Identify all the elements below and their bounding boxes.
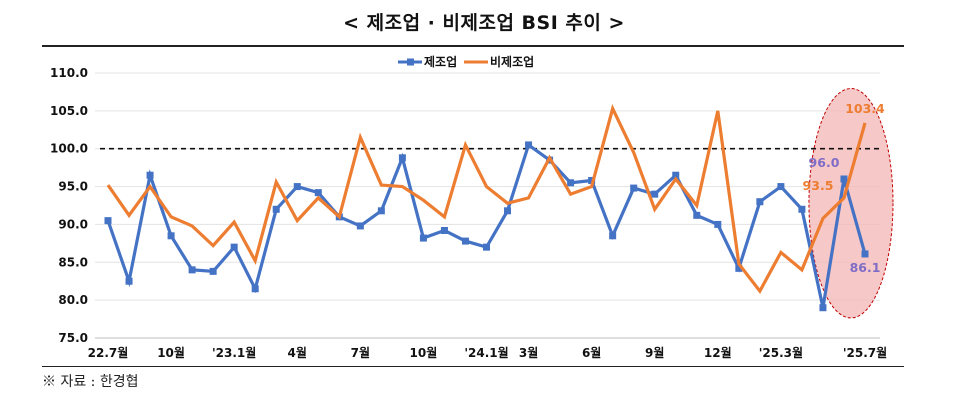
y-tick-label: 80.0 xyxy=(58,293,88,307)
legend-label: 제조업 xyxy=(424,55,457,69)
series-point xyxy=(630,184,638,192)
series-point xyxy=(230,243,238,251)
x-tick-label: '25.7월 xyxy=(843,345,887,360)
x-tick-label: 6월 xyxy=(582,345,601,360)
source-note: ※ 자료 : 한경협 xyxy=(42,374,139,390)
x-tick-label: 4월 xyxy=(288,345,307,360)
series-point xyxy=(377,207,385,215)
series-point xyxy=(672,171,680,179)
series-line-1 xyxy=(106,142,867,309)
series-lines xyxy=(104,104,869,312)
series-point xyxy=(314,189,322,197)
x-tick-label: 9월 xyxy=(645,345,664,360)
y-tick-label: 90.0 xyxy=(58,217,88,231)
y-axis-ticks: 75.0 80.0 85.0 90.0 95.0 100.0 105.0 110.0 xyxy=(50,66,88,345)
x-tick-label: 3월 xyxy=(519,345,538,360)
y-tick-label: 105.0 xyxy=(50,104,88,118)
y-tick-label: 95.0 xyxy=(58,180,88,194)
series-line-2 xyxy=(106,104,867,294)
series-point xyxy=(567,179,575,187)
chart-title: < 제조업 · 비제조업 BSI 추이 > xyxy=(343,12,625,34)
y-tick-label: 100.0 xyxy=(50,142,88,156)
data-label: 86.1 xyxy=(850,260,881,275)
series-point xyxy=(861,250,869,258)
series-point xyxy=(840,175,848,183)
series-point xyxy=(819,304,827,312)
series-point xyxy=(104,217,112,225)
series-point xyxy=(651,190,659,198)
y-tick-label: 75.0 xyxy=(58,331,88,345)
x-tick-label: 22.7월 xyxy=(88,345,129,360)
series-point xyxy=(461,237,469,245)
series-point xyxy=(419,234,427,242)
series-point xyxy=(735,264,743,272)
series-point xyxy=(714,220,722,228)
series-point xyxy=(356,222,364,230)
series-point xyxy=(167,232,175,240)
x-tick-label: '24.1월 xyxy=(464,345,508,360)
series-point xyxy=(798,205,806,213)
series-point xyxy=(440,226,448,234)
x-tick-label: 10월 xyxy=(410,345,438,360)
series-point xyxy=(693,211,701,219)
y-tick-label: 110.0 xyxy=(50,66,88,80)
annotations: 103.4 93.5 96.0 86.1 xyxy=(803,101,886,275)
series-point xyxy=(609,232,617,240)
series-point xyxy=(398,154,406,162)
series-point xyxy=(777,183,785,191)
title-rule xyxy=(42,45,904,47)
x-tick-label: 7월 xyxy=(351,345,370,360)
series-point xyxy=(504,207,512,215)
legend-label: 비제조업 xyxy=(490,54,534,69)
series-point xyxy=(251,285,259,293)
series-point xyxy=(209,267,217,275)
x-axis-ticks: 22.7월 10월 '23.1월 4월 7월 10월 '24.1월 3월 6월 9월 12월 '25.… xyxy=(88,345,887,360)
series-point xyxy=(272,205,280,213)
data-label: 93.5 xyxy=(803,178,834,193)
legend-marker xyxy=(407,58,414,66)
bottom-rule xyxy=(42,366,904,367)
series-point xyxy=(146,171,154,179)
x-tick-label: '23.1월 xyxy=(212,345,256,360)
legend: 제조업 비제조업 xyxy=(398,54,534,69)
series-point xyxy=(125,277,133,285)
series-point xyxy=(188,266,196,274)
data-label: 103.4 xyxy=(845,101,885,116)
x-tick-label: 10월 xyxy=(157,345,185,360)
series-point xyxy=(756,198,764,206)
y-tick-label: 85.0 xyxy=(58,255,88,269)
series-point xyxy=(483,243,490,251)
series-point xyxy=(293,183,301,191)
series-point xyxy=(525,141,533,149)
x-tick-label: '25.3월 xyxy=(759,345,803,360)
data-label: 96.0 xyxy=(809,155,840,170)
x-tick-label: 12월 xyxy=(704,345,732,360)
gridlines xyxy=(95,72,880,339)
